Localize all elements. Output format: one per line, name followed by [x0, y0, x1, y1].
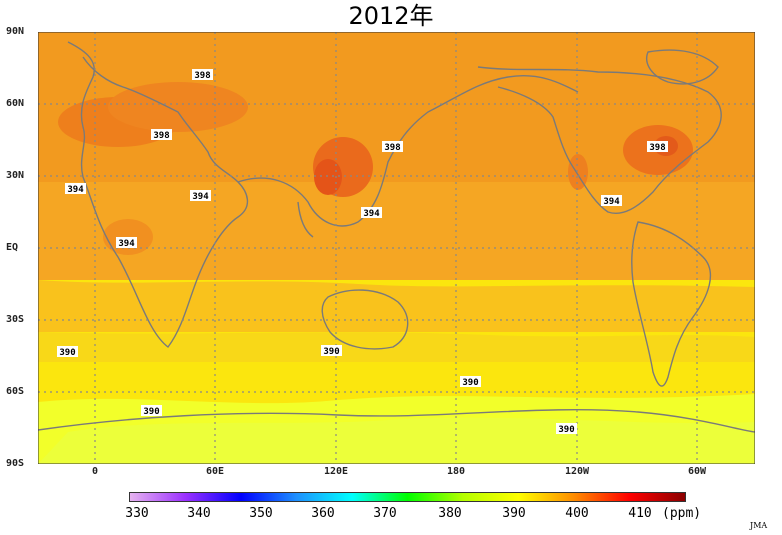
- contour-label: 398: [151, 129, 172, 141]
- contour-label: 390: [460, 376, 481, 388]
- coastlines: [38, 41, 755, 433]
- contour-label: 394: [190, 190, 211, 202]
- svg-text:394: 394: [603, 197, 620, 207]
- lon-label-180: 180: [446, 466, 466, 477]
- contour-label: 398: [192, 69, 213, 81]
- svg-text:390: 390: [558, 425, 574, 435]
- contour-label: 394: [601, 195, 622, 207]
- colorbar: [129, 492, 686, 502]
- colorbar-tick: 380: [438, 506, 462, 521]
- lon-label-60w: 60W: [687, 466, 707, 477]
- svg-text:390: 390: [59, 348, 75, 358]
- colorbar-tick: 390: [502, 506, 526, 521]
- svg-text:394: 394: [363, 209, 380, 219]
- colorbar-tick: 410: [628, 506, 652, 521]
- contour-label: 390: [321, 345, 342, 357]
- colorbar-tick: 350: [249, 506, 273, 521]
- colorbar-unit: (ppm): [662, 506, 702, 521]
- svg-text:394: 394: [192, 192, 209, 202]
- co2-concentration-map: 398 398 398 398 394 394 394 394 394 390 390 390 390 3…: [38, 32, 755, 464]
- svg-text:390: 390: [462, 378, 478, 388]
- zone-subtropics: [38, 332, 755, 362]
- lat-label-90n: 90N: [6, 26, 25, 37]
- colorbar-tick: 370: [373, 506, 397, 521]
- lon-label-120w: 120W: [564, 466, 590, 477]
- hotspot-us-west: [568, 154, 588, 190]
- lat-label-30n: 30N: [6, 170, 25, 181]
- hotspot-china-core: [314, 159, 342, 195]
- zone-tropics: [38, 280, 755, 332]
- contour-label: 394: [65, 183, 86, 195]
- lon-label-120e: 120E: [323, 466, 349, 477]
- colorbar-tick: 340: [187, 506, 211, 521]
- contour-label: 394: [116, 237, 137, 249]
- lon-label-0: 0: [91, 466, 99, 477]
- colorbar-tick: 360: [311, 506, 335, 521]
- contour-label: 398: [382, 141, 403, 153]
- graticule: [38, 32, 755, 464]
- contour-label: 390: [556, 423, 577, 435]
- lat-label-60s: 60S: [6, 386, 25, 397]
- colorbar-tick: 330: [125, 506, 149, 521]
- lat-label-eq: EQ: [6, 242, 19, 253]
- contour-label: 390: [57, 346, 78, 358]
- svg-text:394: 394: [67, 185, 84, 195]
- svg-text:398: 398: [649, 143, 665, 153]
- svg-text:390: 390: [323, 347, 339, 357]
- map-title: 2012年: [348, 2, 434, 30]
- contour-label: 394: [361, 207, 382, 219]
- svg-text:398: 398: [194, 71, 210, 81]
- lat-label-60n: 60N: [6, 98, 25, 109]
- contour-label: 398: [647, 141, 668, 153]
- contour-labels: 398 398 398 398 394 394 394 394 394 390 390 390 390 3…: [57, 69, 668, 435]
- lat-label-90s: 90S: [6, 458, 25, 469]
- lat-label-30s: 30S: [6, 314, 25, 325]
- credit-text: JMA: [750, 521, 768, 530]
- svg-text:398: 398: [153, 131, 169, 141]
- svg-text:398: 398: [384, 143, 400, 153]
- contour-label: 390: [141, 405, 162, 417]
- svg-text:394: 394: [118, 239, 135, 249]
- colorbar-tick: 400: [565, 506, 589, 521]
- lon-label-60e: 60E: [205, 466, 225, 477]
- svg-text:390: 390: [143, 407, 159, 417]
